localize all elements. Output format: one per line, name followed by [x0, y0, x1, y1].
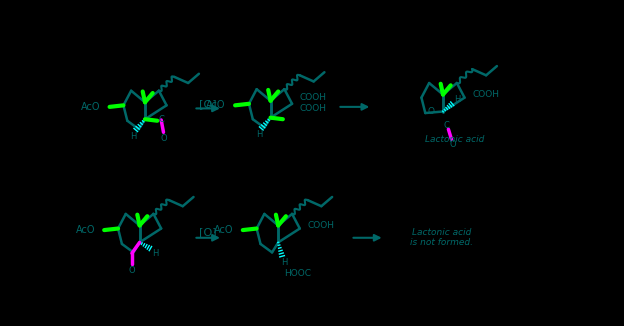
Text: AcO: AcO [81, 102, 100, 112]
Text: Lactonic acid
is not formed.: Lactonic acid is not formed. [410, 228, 473, 247]
Text: H: H [130, 132, 137, 141]
Text: COOH: COOH [308, 221, 334, 230]
Text: COOH: COOH [472, 90, 499, 99]
Text: [O]: [O] [199, 228, 217, 237]
Text: HOOC: HOOC [285, 269, 311, 278]
Text: O: O [129, 266, 135, 274]
Text: O: O [160, 134, 167, 143]
Text: H: H [281, 258, 288, 267]
Text: O: O [450, 140, 456, 149]
Text: H: H [152, 249, 158, 258]
Text: O: O [428, 107, 435, 116]
Text: C: C [444, 121, 450, 130]
Text: COOH: COOH [300, 104, 327, 113]
Text: AcO: AcO [207, 100, 226, 110]
Text: AcO: AcO [214, 225, 233, 235]
Text: C: C [158, 115, 164, 125]
Text: H: H [454, 96, 460, 104]
Text: H: H [256, 130, 262, 139]
Text: COOH: COOH [300, 93, 327, 102]
Text: [O]: [O] [199, 99, 217, 109]
Text: AcO: AcO [76, 225, 95, 235]
Text: Lactonic acid: Lactonic acid [425, 135, 484, 144]
